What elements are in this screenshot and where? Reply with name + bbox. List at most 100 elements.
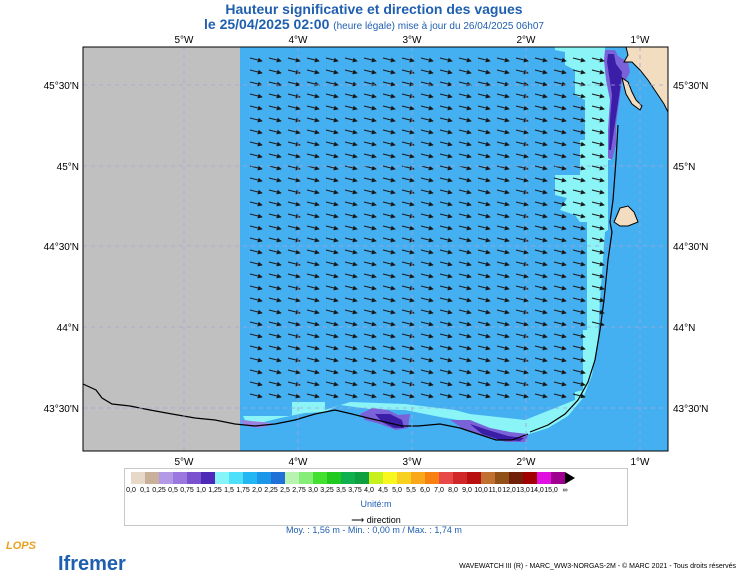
- legend-label: 5,5: [406, 487, 416, 494]
- legend-swatch: [467, 472, 481, 484]
- wave-direction-arrow: [325, 117, 339, 123]
- wave-direction-arrow: [477, 141, 491, 147]
- wave-direction-arrow: [287, 57, 301, 63]
- wave-direction-arrow: [420, 165, 434, 171]
- lat-label-right: 44°30'N: [673, 242, 708, 253]
- wave-direction-arrow: [363, 309, 377, 315]
- wave-direction-arrows: [249, 57, 605, 399]
- wave-direction-arrow: [249, 369, 263, 375]
- wave-direction-arrow: [477, 237, 491, 243]
- wave-direction-arrow: [534, 333, 548, 339]
- wave-direction-arrow: [268, 357, 282, 363]
- wave-direction-arrow: [382, 333, 396, 339]
- wave-direction-arrow: [325, 177, 339, 183]
- lat-label-right: 45°N: [673, 162, 695, 173]
- wave-direction-arrow: [496, 237, 510, 243]
- legend-swatch: [481, 472, 495, 484]
- direction-label: direction: [366, 515, 401, 525]
- lon-label-bottom: 1°W: [631, 457, 651, 468]
- wave-direction-arrow: [572, 165, 586, 171]
- wave-direction-arrow: [344, 393, 358, 399]
- lat-label-right: 45°30'N: [673, 81, 708, 92]
- legend-label: 0,0: [126, 487, 136, 494]
- wave-direction-arrow: [420, 333, 434, 339]
- wave-direction-arrow: [344, 81, 358, 87]
- sea-purple-dark-north: [607, 54, 622, 150]
- wave-direction-arrow: [325, 201, 339, 207]
- wave-direction-arrow: [496, 369, 510, 375]
- wave-direction-arrow: [458, 141, 472, 147]
- legend-swatch: [537, 472, 551, 484]
- wave-direction-arrow: [306, 345, 320, 351]
- map-grid: [83, 47, 668, 451]
- wave-direction-arrow: [420, 117, 434, 123]
- wave-direction-arrow: [363, 69, 377, 75]
- wave-direction-arrow: [477, 345, 491, 351]
- wave-direction-arrow: [249, 117, 263, 123]
- legend-swatch: [201, 472, 215, 484]
- wave-direction-arrow: [458, 285, 472, 291]
- wave-direction-arrow: [420, 237, 434, 243]
- wave-direction-arrow: [325, 297, 339, 303]
- wave-direction-arrow: [534, 153, 548, 159]
- legend-label: 3,0: [308, 487, 318, 494]
- wave-direction-arrow: [458, 369, 472, 375]
- wave-direction-arrow: [477, 381, 491, 387]
- wave-direction-arrow: [249, 261, 263, 267]
- wave-direction-arrow: [553, 117, 567, 123]
- wave-direction-arrow: [268, 189, 282, 195]
- wave-direction-arrow: [515, 297, 529, 303]
- wave-direction-arrow: [382, 81, 396, 87]
- wave-direction-arrow: [496, 105, 510, 111]
- wave-direction-arrow: [515, 105, 529, 111]
- legend-label: 5,0: [392, 487, 402, 494]
- wave-direction-arrow: [439, 321, 453, 327]
- wave-direction-arrow: [439, 273, 453, 279]
- wave-direction-arrow: [249, 201, 263, 207]
- wave-direction-arrow: [344, 273, 358, 279]
- legend-label: 0,1: [140, 487, 150, 494]
- wave-direction-arrow: [439, 357, 453, 363]
- wave-direction-arrow: [401, 81, 415, 87]
- wave-direction-arrow: [572, 69, 586, 75]
- lat-label-right: 43°30'N: [673, 404, 708, 415]
- land-vendee: [623, 47, 668, 113]
- wave-direction-arrow: [534, 81, 548, 87]
- wave-direction-arrow: [382, 117, 396, 123]
- wave-direction-arrow: [477, 321, 491, 327]
- wave-direction-arrow: [496, 153, 510, 159]
- legend-swatch: [327, 472, 341, 484]
- wave-direction-arrow: [306, 225, 320, 231]
- lat-label-left: 44°N: [57, 323, 79, 334]
- wave-direction-arrow: [287, 225, 301, 231]
- wave-direction-arrow: [344, 381, 358, 387]
- wave-direction-arrow: [268, 141, 282, 147]
- wave-direction-arrow: [420, 201, 434, 207]
- wave-direction-arrow: [477, 165, 491, 171]
- wave-direction-arrow: [553, 321, 567, 327]
- wave-direction-arrow: [572, 369, 586, 375]
- wave-direction-arrow: [249, 129, 263, 135]
- wave-direction-arrow: [325, 225, 339, 231]
- wave-direction-arrow: [401, 273, 415, 279]
- wave-direction-arrow: [496, 309, 510, 315]
- wave-direction-arrow: [553, 105, 567, 111]
- wave-direction-arrow: [268, 321, 282, 327]
- wave-direction-arrow: [439, 333, 453, 339]
- wave-direction-arrow: [363, 321, 377, 327]
- sea-purple-south-d: [470, 424, 524, 441]
- wave-direction-arrow: [553, 165, 567, 171]
- wave-direction-arrow: [249, 81, 263, 87]
- wave-direction-arrow: [325, 273, 339, 279]
- wave-direction-arrow: [591, 57, 605, 63]
- wave-direction-arrow: [344, 153, 358, 159]
- legend-label: 0,75: [180, 487, 194, 494]
- wave-direction-arrow: [382, 393, 396, 399]
- legend-label: 3,75: [348, 487, 362, 494]
- wave-direction-arrow: [306, 273, 320, 279]
- wave-direction-arrow: [439, 117, 453, 123]
- legend-label: 13,0: [516, 487, 530, 494]
- lat-label-right: 44°N: [673, 323, 695, 334]
- wave-direction-arrow: [534, 129, 548, 135]
- wave-direction-arrow: [287, 129, 301, 135]
